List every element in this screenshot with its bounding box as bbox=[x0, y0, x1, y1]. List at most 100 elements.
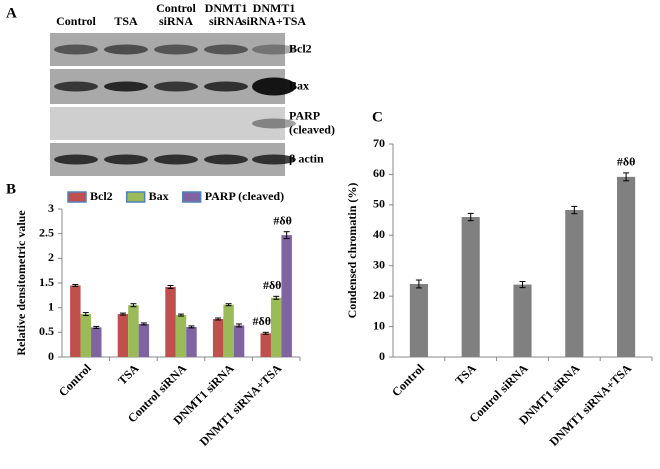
lane-label: TSA bbox=[114, 14, 138, 28]
lane-label: DNMT1 bbox=[205, 1, 248, 15]
legend-swatch bbox=[67, 191, 87, 203]
legend-label: PARP (cleaved) bbox=[205, 189, 284, 203]
legend-swatch bbox=[181, 191, 202, 203]
y-tick-label: 40 bbox=[373, 227, 385, 241]
blot-band bbox=[252, 44, 296, 55]
bar bbox=[128, 305, 139, 357]
y-tick-label: 70 bbox=[373, 136, 385, 150]
bar bbox=[565, 210, 584, 357]
y-tick-label: 10 bbox=[373, 318, 385, 332]
annotation: #δθ bbox=[252, 314, 271, 328]
error-bar bbox=[93, 325, 100, 329]
y-tick-label: 60 bbox=[373, 166, 385, 180]
bar bbox=[138, 323, 150, 357]
y-tick-label: 0 bbox=[48, 349, 54, 363]
error-bar bbox=[140, 322, 147, 326]
annotation: #δθ bbox=[263, 278, 282, 292]
lane-label: siRNA bbox=[209, 14, 243, 28]
blot-band bbox=[252, 77, 296, 96]
lane-label: Control bbox=[156, 1, 196, 15]
bar bbox=[223, 304, 234, 357]
error-bar bbox=[167, 284, 174, 289]
bar bbox=[461, 217, 480, 357]
bar bbox=[270, 297, 282, 357]
blot-band bbox=[154, 81, 198, 92]
blot-band bbox=[204, 44, 248, 55]
error-bar bbox=[72, 283, 79, 287]
bar bbox=[212, 319, 224, 357]
y-tick-label: 2.5 bbox=[39, 225, 54, 239]
blot-strip bbox=[50, 107, 285, 140]
error-bar bbox=[188, 325, 195, 329]
band-label: β actin bbox=[289, 151, 324, 165]
bar bbox=[91, 327, 102, 357]
bar bbox=[513, 284, 532, 357]
bar bbox=[409, 283, 428, 357]
blot-band bbox=[104, 44, 148, 55]
panel-label: B bbox=[6, 181, 16, 197]
bar bbox=[165, 286, 176, 357]
blot-band bbox=[154, 44, 198, 55]
y-axis-label: Relative densitometric value bbox=[14, 210, 28, 356]
y-tick-label: 2 bbox=[48, 250, 54, 264]
bar bbox=[281, 235, 292, 357]
blot-band bbox=[104, 81, 148, 92]
x-tick-label: Control bbox=[56, 361, 94, 399]
lane-label: Control bbox=[56, 14, 96, 28]
band-label: Bcl2 bbox=[289, 41, 312, 55]
y-tick-label: 50 bbox=[373, 197, 385, 211]
bar bbox=[80, 314, 92, 357]
bar bbox=[117, 314, 129, 357]
blot-band bbox=[204, 154, 248, 165]
error-bar bbox=[415, 279, 422, 289]
error-bar bbox=[519, 281, 526, 289]
annotation: #δθ bbox=[617, 155, 636, 169]
x-tick-label: Control bbox=[389, 361, 427, 399]
x-tick-label: TSA bbox=[452, 361, 479, 388]
bar bbox=[186, 326, 197, 357]
legend-swatch bbox=[125, 191, 146, 203]
legend-label: Bcl2 bbox=[90, 189, 113, 203]
y-tick-label: 0.5 bbox=[39, 324, 54, 338]
error-bar bbox=[215, 317, 222, 321]
lane-label: siRNA+TSA bbox=[242, 14, 307, 28]
blot-band bbox=[252, 118, 296, 129]
band-label: (cleaved) bbox=[289, 122, 335, 136]
blot-band bbox=[104, 154, 148, 165]
bar bbox=[233, 325, 245, 357]
error-bar bbox=[273, 295, 280, 300]
blot-band bbox=[54, 154, 98, 165]
y-axis-label: Condensed chromatin (%) bbox=[345, 183, 359, 319]
y-tick-label: 1.5 bbox=[39, 275, 54, 289]
panel-label: C bbox=[372, 109, 383, 125]
error-bar bbox=[119, 312, 126, 316]
y-tick-label: 30 bbox=[373, 257, 385, 271]
bar bbox=[617, 176, 636, 357]
error-bar bbox=[82, 312, 89, 317]
legend-label: Bax bbox=[149, 189, 169, 203]
y-tick-label: 1 bbox=[48, 299, 54, 313]
error-bar bbox=[623, 172, 630, 182]
error-bar bbox=[467, 212, 474, 222]
blot-band bbox=[204, 81, 248, 92]
error-bar bbox=[571, 205, 578, 215]
panel-label: A bbox=[6, 5, 17, 21]
blot-band bbox=[54, 44, 98, 55]
x-tick-label: TSA bbox=[115, 361, 142, 388]
blot-band bbox=[154, 154, 198, 165]
y-tick-label: 0 bbox=[379, 349, 385, 363]
error-bar bbox=[283, 231, 290, 240]
band-label: PARP bbox=[289, 108, 320, 122]
bar bbox=[70, 285, 81, 357]
error-bar bbox=[225, 303, 232, 307]
blot-band bbox=[54, 81, 98, 92]
y-tick-label: 3 bbox=[48, 201, 54, 215]
band-label: Bax bbox=[289, 78, 309, 92]
lane-label: DNMT1 bbox=[253, 1, 296, 15]
error-bar bbox=[262, 331, 269, 335]
error-bar bbox=[130, 303, 137, 308]
x-tick-label: DNMT1 siRNA+TSA bbox=[197, 361, 285, 449]
error-bar bbox=[236, 323, 243, 328]
bar bbox=[260, 333, 271, 357]
